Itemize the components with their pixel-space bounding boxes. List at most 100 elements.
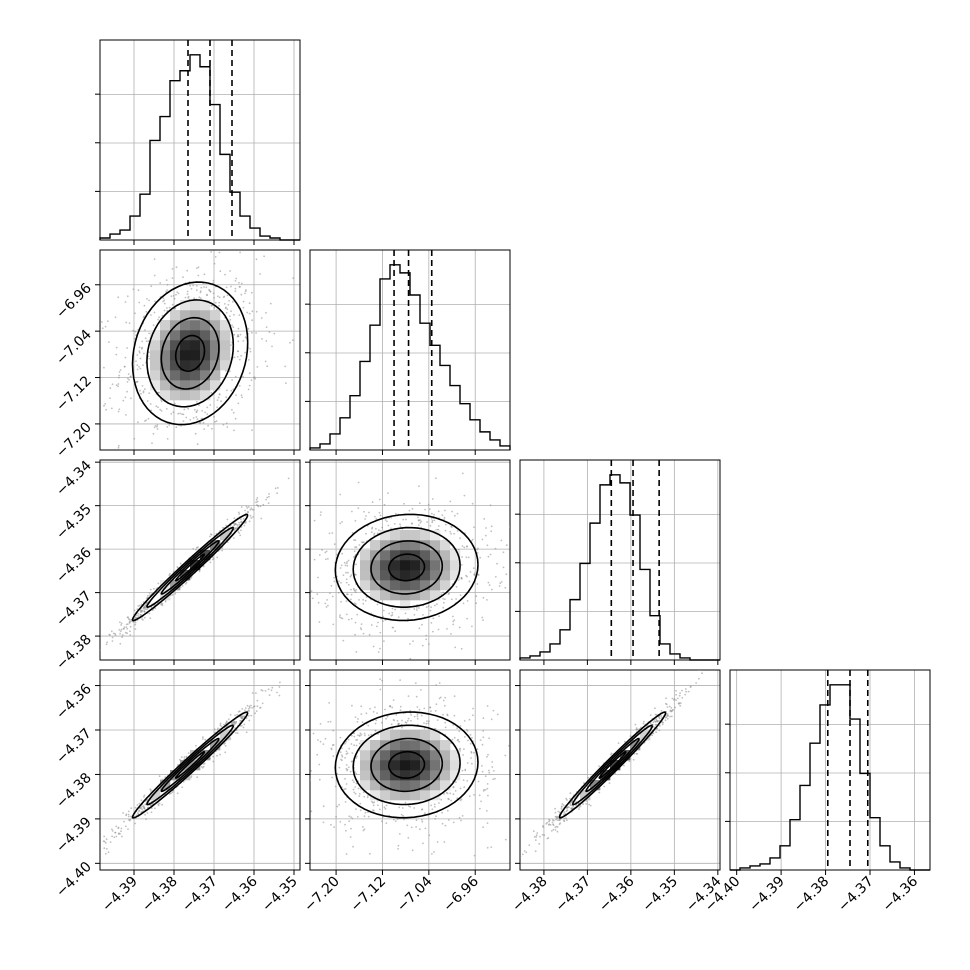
scatter-point xyxy=(420,520,423,523)
scatter-point xyxy=(424,827,427,830)
scatter-point xyxy=(352,587,355,590)
scatter-point xyxy=(161,803,163,806)
scatter-point xyxy=(379,678,381,681)
contour-level-2 xyxy=(370,737,444,793)
density-cell xyxy=(190,390,201,401)
scatter-point xyxy=(127,377,129,380)
scatter-point xyxy=(234,522,237,525)
scatter-point xyxy=(348,815,351,818)
scatter-point xyxy=(360,713,363,715)
scatter-point xyxy=(225,311,228,314)
scatter-point xyxy=(373,532,376,535)
scatter-point xyxy=(437,628,440,631)
scatter-point xyxy=(134,628,137,630)
scatter-point xyxy=(374,730,377,732)
scatter-point xyxy=(233,356,236,359)
scatter-point xyxy=(134,621,137,624)
scatter-point xyxy=(224,273,226,276)
scatter-point xyxy=(195,285,198,287)
scatter-point xyxy=(238,513,241,515)
scatter-point xyxy=(236,470,238,472)
scatter-point xyxy=(226,389,228,392)
density-cell xyxy=(400,580,411,591)
scatter-point xyxy=(492,709,495,712)
scatter-point xyxy=(182,780,185,783)
scatter-point xyxy=(352,788,355,791)
scatter-point xyxy=(421,623,423,626)
histogram-step-line xyxy=(519,474,720,661)
scatter-point xyxy=(237,350,239,353)
density-cell xyxy=(440,550,451,561)
scatter-point xyxy=(276,492,278,495)
scatter-point xyxy=(454,790,457,792)
x-tick-label-param-1: −4.37 xyxy=(179,874,221,916)
scatter-point xyxy=(407,617,409,620)
scatter-point xyxy=(417,516,419,519)
contour-level-1 xyxy=(387,553,426,582)
scatter-point xyxy=(470,752,473,754)
scatter-point xyxy=(285,382,287,385)
scatter-point xyxy=(514,802,516,804)
density-cell xyxy=(170,390,181,401)
scatter-point xyxy=(444,721,447,724)
density-cell xyxy=(400,600,411,611)
scatter-point xyxy=(289,341,291,344)
scatter-point xyxy=(144,608,147,611)
density-cell xyxy=(580,790,591,801)
scatter-point xyxy=(365,712,368,715)
scatter-point xyxy=(397,848,399,850)
scatter-point xyxy=(363,732,366,735)
scatter-point xyxy=(146,607,149,610)
density-cell xyxy=(150,380,161,391)
scatter-point xyxy=(125,321,128,324)
scatter-point xyxy=(677,702,680,705)
scatter-point xyxy=(127,810,130,813)
scatter-point xyxy=(411,523,413,525)
scatter-point xyxy=(148,351,150,354)
scatter-point xyxy=(466,575,468,578)
density-cell xyxy=(180,380,191,391)
scatter-point xyxy=(143,304,146,307)
scatter-point xyxy=(166,438,169,440)
scatter-point xyxy=(140,799,143,802)
density-cell xyxy=(220,350,231,361)
scatter-point xyxy=(499,582,502,585)
density-cell xyxy=(400,590,411,601)
scatter-point xyxy=(420,689,422,691)
scatter-point xyxy=(233,429,235,432)
scatter-point xyxy=(376,532,379,535)
scatter-point xyxy=(236,732,239,734)
scatter-point xyxy=(353,744,355,747)
scatter-point xyxy=(372,645,375,648)
scatter-point xyxy=(231,379,234,381)
density-cell xyxy=(420,590,431,601)
scatter-point xyxy=(450,532,452,535)
scatter-point xyxy=(528,844,531,846)
scatter-point xyxy=(134,623,137,626)
density-cell xyxy=(210,340,221,351)
scatter-point xyxy=(281,792,283,794)
scatter-point xyxy=(354,633,356,636)
density-cell xyxy=(410,780,421,791)
y-tick-label-param-2: −6.96 xyxy=(53,280,95,322)
density-cell xyxy=(450,770,461,781)
scatter-point xyxy=(402,814,404,817)
scatter-point xyxy=(482,717,485,720)
scatter-point xyxy=(244,522,247,524)
scatter-point xyxy=(212,760,215,763)
scatter-point xyxy=(447,819,450,821)
density-cell xyxy=(420,740,431,751)
scatter-point xyxy=(270,557,272,559)
scatter-point xyxy=(544,748,546,750)
scatter-point xyxy=(439,696,442,699)
scatter-point xyxy=(488,737,490,740)
scatter-point xyxy=(330,748,333,751)
scatter-point xyxy=(171,593,174,596)
scatter-point xyxy=(379,514,382,517)
scatter-point xyxy=(295,789,297,791)
scatter-point xyxy=(672,699,675,701)
scatter-point xyxy=(413,715,416,718)
scatter-point xyxy=(248,506,250,508)
scatter-point xyxy=(565,817,567,819)
density-cell xyxy=(170,310,181,321)
